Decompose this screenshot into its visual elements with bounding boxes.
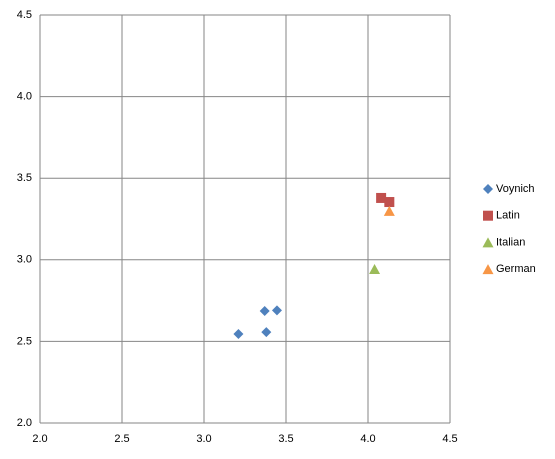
x-tick-label: 2.0 bbox=[32, 433, 47, 445]
y-tick-label: 4.5 bbox=[17, 9, 32, 21]
point bbox=[376, 192, 387, 203]
legend-label: Voynich bbox=[496, 183, 535, 195]
x-tick-label: 3.5 bbox=[278, 433, 293, 445]
legend-marker bbox=[482, 237, 494, 248]
point bbox=[383, 205, 395, 216]
point bbox=[233, 329, 244, 340]
legend-label: Latin bbox=[496, 210, 520, 222]
point bbox=[384, 197, 395, 208]
legend-marker bbox=[483, 184, 493, 194]
y-tick-label: 4.0 bbox=[17, 91, 32, 103]
x-tick-label: 4.0 bbox=[360, 433, 375, 445]
point bbox=[261, 327, 272, 338]
x-tick-label: 4.5 bbox=[442, 433, 457, 445]
legend-marker bbox=[483, 210, 493, 221]
legend-marker bbox=[482, 264, 494, 275]
point bbox=[259, 306, 270, 317]
x-tick-label: 2.5 bbox=[114, 433, 129, 445]
legend-label: German bbox=[496, 263, 536, 275]
y-tick-label: 3.5 bbox=[17, 172, 32, 184]
point bbox=[271, 305, 282, 316]
x-tick-label: 3.0 bbox=[196, 433, 211, 445]
y-tick-label: 2.0 bbox=[17, 417, 32, 429]
y-tick-label: 2.5 bbox=[17, 335, 32, 347]
y-tick-label: 3.0 bbox=[17, 254, 32, 266]
point bbox=[369, 263, 381, 274]
legend-label: Italian bbox=[496, 236, 525, 248]
